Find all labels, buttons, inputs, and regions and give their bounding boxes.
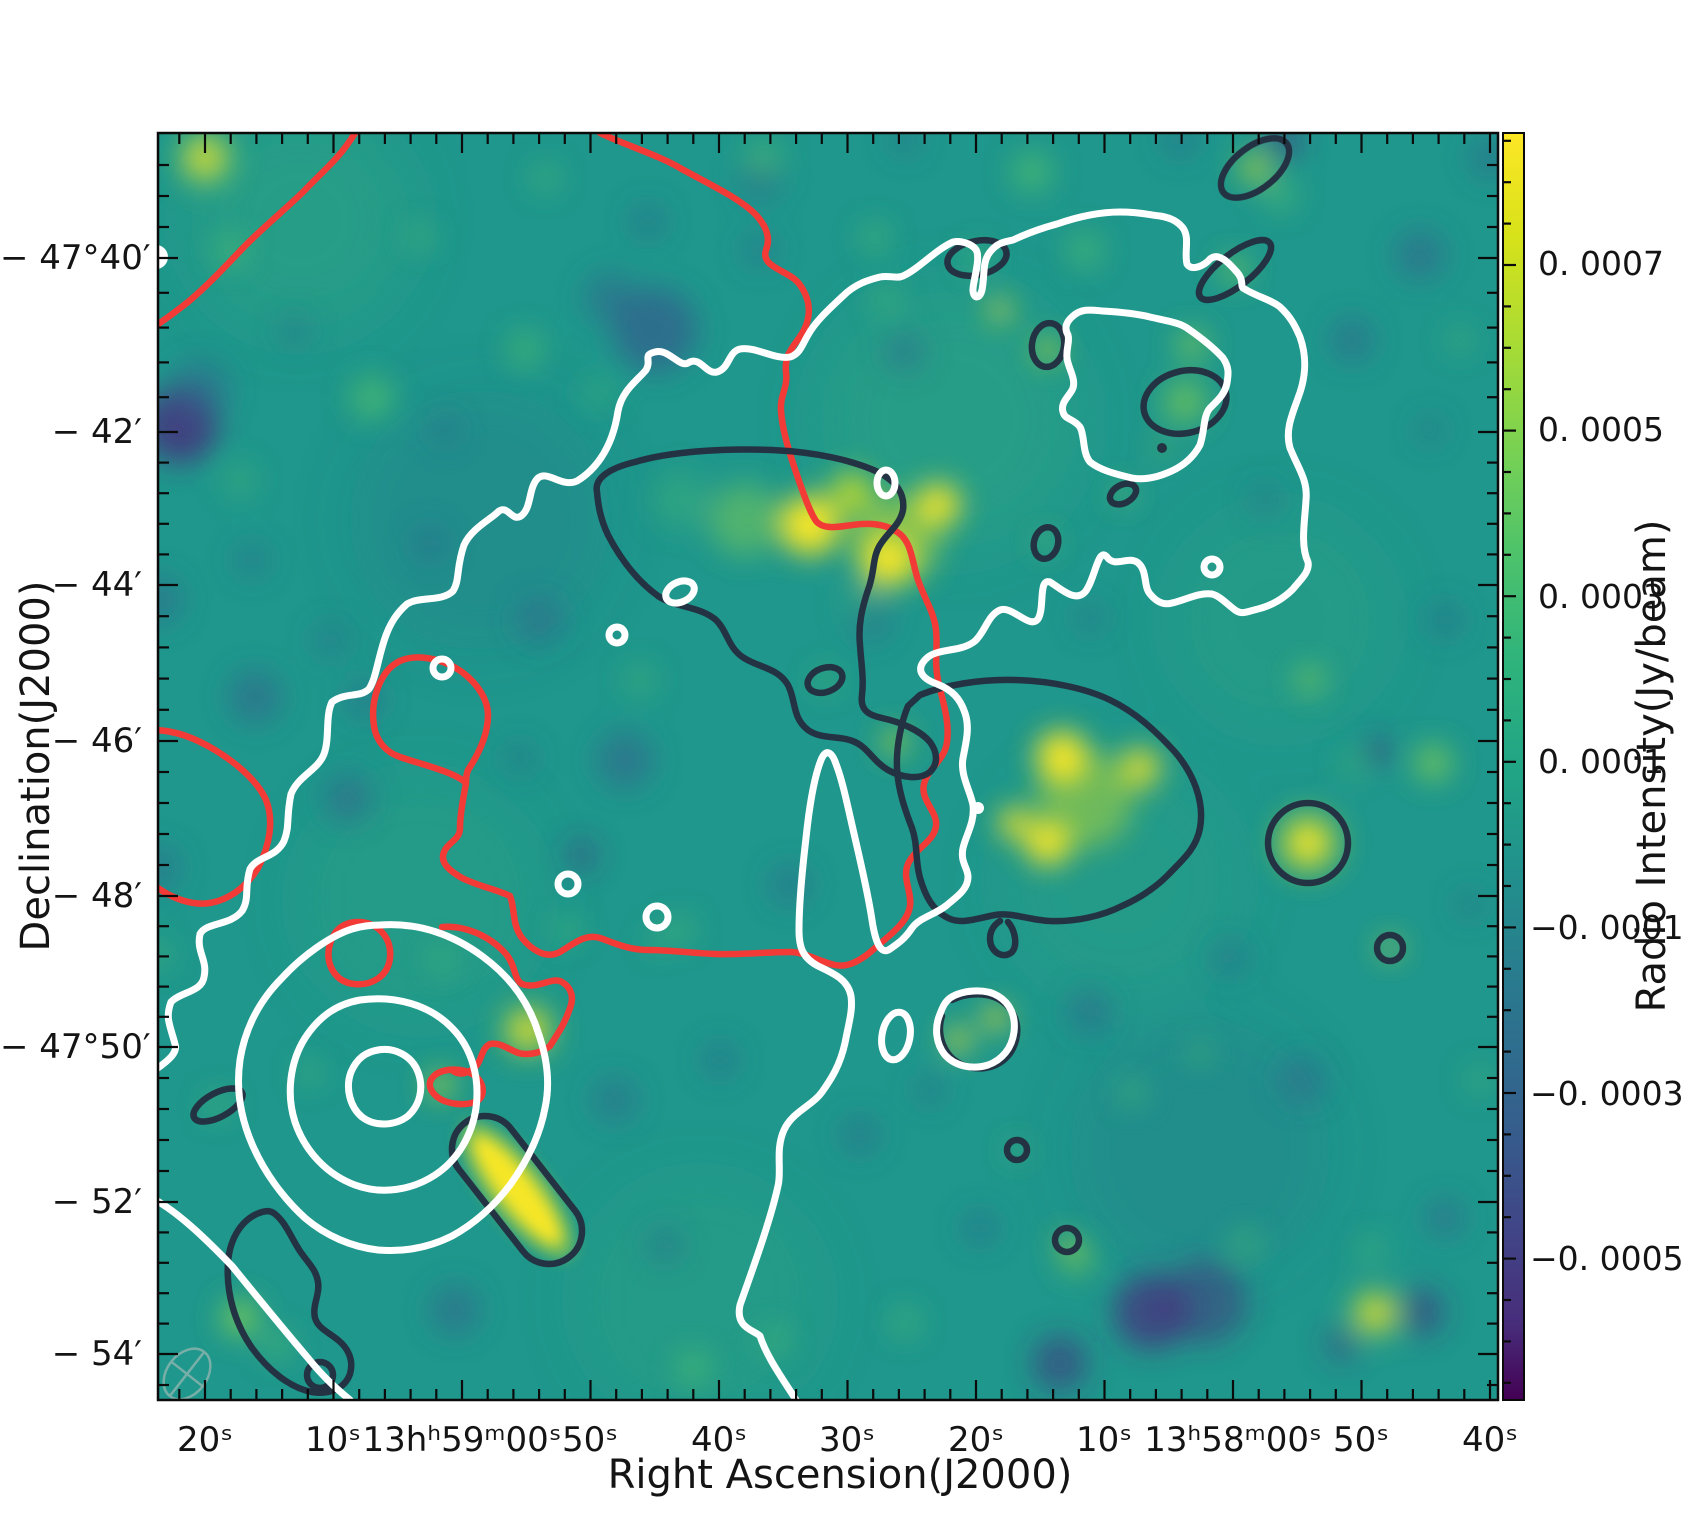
colorbar-tick-label: −0. 0001: [1530, 908, 1684, 947]
x-tick-label: 13ʰ58ᵐ00ˢ: [1144, 1420, 1322, 1460]
y-axis-title: Declination(J2000): [13, 580, 59, 952]
axis-ticks: [158, 133, 1498, 1400]
colorbar-tick-label: −0. 0005: [1530, 1239, 1684, 1278]
x-tick-label: 50ˢ: [562, 1420, 618, 1460]
map-border: [156, 131, 1500, 1402]
black-contour-set: [190, 135, 1407, 1396]
x-tick-label: 40ˢ: [1462, 1420, 1518, 1460]
y-tick-label: − 54′: [51, 1334, 142, 1374]
y-tick-label: − 52′: [51, 1182, 142, 1222]
x-axis-title: Right Ascension(J2000): [607, 1452, 1073, 1498]
colorbar-title: Radio Intensity(Jy/beam): [1629, 519, 1675, 1013]
beam-icon: [162, 1347, 212, 1400]
white-contour-set: [158, 208, 1312, 1400]
bright-bar: [459, 1120, 575, 1260]
y-tick-label: − 42′: [51, 412, 142, 452]
x-tick-label: 10ˢ: [305, 1420, 361, 1460]
colorbar-tick-label: −0. 0003: [1530, 1074, 1684, 1113]
x-tick-label: 30ˢ: [819, 1420, 875, 1460]
x-tick-label: 10ˢ: [1076, 1420, 1132, 1460]
x-tick-label: 20ˢ: [177, 1420, 233, 1460]
y-tick-label: − 46′: [51, 721, 142, 761]
y-tick-label: − 47°40′: [0, 238, 151, 278]
x-tick-label: 40ˢ: [691, 1420, 747, 1460]
colorbar: [1503, 133, 1524, 1400]
colorbar-border: [1502, 132, 1525, 1401]
colorbar-tick-label: 0. 0001: [1538, 742, 1664, 781]
colorbar-tick-label: 0. 0007: [1538, 244, 1664, 283]
x-tick-label: 13hʰ59ᵐ00ˢ: [362, 1420, 562, 1460]
y-tick-label: − 48′: [51, 876, 142, 916]
y-tick-label: − 47°50′: [0, 1027, 151, 1067]
y-tick-label: − 44′: [51, 565, 142, 605]
colorbar-ticks: [1503, 139, 1516, 1384]
red-contour-set: [158, 133, 951, 1108]
heatmap-layer: [158, 133, 1498, 1400]
colorbar-tick-label: 0. 0003: [1538, 577, 1664, 616]
x-tick-label: 50ˢ: [1333, 1420, 1389, 1460]
colorbar-tick-label: 0. 0005: [1538, 410, 1664, 449]
x-tick-label: 20ˢ: [948, 1420, 1004, 1460]
